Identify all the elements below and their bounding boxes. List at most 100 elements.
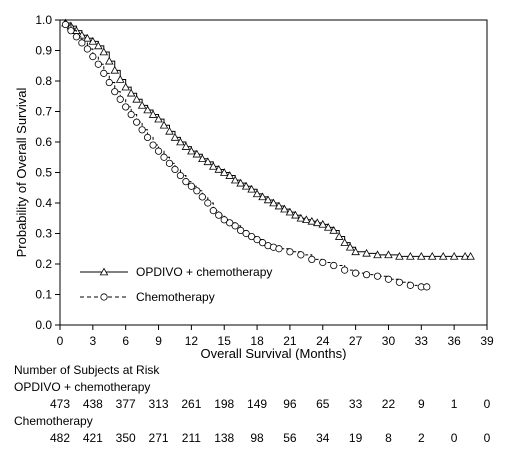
- censor-marker-chemo: [220, 216, 228, 224]
- legend-marker-opdivo: [99, 267, 109, 276]
- censor-marker-opdivo: [236, 178, 245, 187]
- risk-value: 438: [82, 397, 103, 411]
- censor-marker-chemo: [209, 207, 217, 215]
- censor-marker-opdivo: [88, 36, 98, 45]
- risk-value: 0: [483, 397, 491, 411]
- censor-marker-opdivo: [241, 181, 251, 190]
- censor-marker-opdivo: [427, 251, 437, 260]
- censor-marker-chemo: [78, 39, 86, 47]
- censor-marker-opdivo: [406, 251, 415, 260]
- censor-marker-opdivo: [274, 201, 284, 210]
- censor-marker-opdivo: [115, 75, 125, 83]
- censor-marker-chemo: [341, 266, 349, 274]
- censor-marker-chemo: [94, 60, 102, 68]
- censor-marker-chemo: [242, 229, 250, 238]
- censor-marker-chemo: [193, 187, 201, 195]
- x-tick-label: 30: [382, 334, 396, 348]
- risk-value: 421: [82, 431, 103, 445]
- y-tick-label: 0.2: [35, 257, 52, 271]
- censor-marker-chemo: [160, 153, 168, 161]
- censor-marker-opdivo: [334, 232, 344, 240]
- censor-marker-chemo: [122, 103, 130, 111]
- y-tick-label: 0.5: [35, 166, 52, 180]
- x-tick-label: 39: [480, 334, 494, 348]
- legend-label-chemo: Chemotherapy: [136, 290, 215, 304]
- risk-table-title: Number of Subjects at Risk: [14, 363, 160, 377]
- censor-marker-opdivo: [159, 120, 169, 129]
- risk-value: 149: [247, 397, 268, 411]
- censor-marker-chemo: [253, 236, 261, 244]
- censor-marker-chemo: [248, 232, 256, 241]
- censor-marker-opdivo: [198, 154, 207, 163]
- censor-marker-opdivo: [302, 215, 311, 224]
- censor-marker-chemo: [373, 272, 382, 280]
- y-tick-label: 0.7: [35, 105, 52, 119]
- censor-marker-opdivo: [176, 137, 185, 146]
- censor-marker-chemo: [215, 211, 223, 219]
- risk-value: 19: [348, 431, 363, 445]
- x-tick-label: 21: [283, 334, 297, 348]
- risk-value: 138: [214, 431, 235, 445]
- censor-marker-opdivo: [148, 110, 158, 118]
- censor-marker-opdivo: [94, 41, 103, 50]
- censor-marker-opdivo: [263, 195, 273, 204]
- censor-marker-opdivo: [269, 198, 278, 207]
- censor-marker-opdivo: [214, 165, 224, 173]
- y-tick-label: 0.0: [35, 318, 52, 332]
- risk-value: 211: [181, 431, 201, 445]
- risk-value: 473: [49, 397, 71, 411]
- x-tick-label: 3: [90, 334, 97, 348]
- x-tick-label: 6: [122, 334, 129, 348]
- censor-marker-opdivo: [83, 33, 92, 42]
- risk-value: 198: [214, 397, 235, 411]
- censor-marker-opdivo: [258, 192, 267, 201]
- censor-marker-opdivo: [219, 168, 229, 176]
- censor-marker-opdivo: [203, 157, 213, 166]
- censor-marker-chemo: [176, 171, 185, 180]
- risk-value: 313: [148, 397, 169, 411]
- risk-value: 482: [49, 431, 71, 445]
- censor-marker-opdivo: [110, 65, 120, 74]
- censor-marker-chemo: [138, 126, 146, 134]
- censor-marker-chemo: [61, 20, 70, 29]
- risk-value: 350: [115, 431, 136, 445]
- censor-marker-opdivo: [307, 216, 317, 225]
- censor-marker-chemo: [204, 199, 212, 207]
- censor-marker-chemo: [237, 226, 245, 235]
- x-tick-label: 36: [447, 334, 461, 348]
- censor-marker-chemo: [308, 255, 316, 264]
- censor-marker-opdivo: [170, 133, 180, 141]
- risk-value: 98: [250, 431, 264, 445]
- censor-marker-chemo: [171, 165, 179, 174]
- risk-value: 56: [283, 431, 297, 445]
- censor-marker-chemo: [198, 193, 206, 201]
- censor-marker-opdivo: [323, 222, 333, 231]
- censor-marker-chemo: [116, 95, 124, 103]
- censor-marker-opdivo: [126, 88, 136, 97]
- risk-value: 33: [348, 397, 363, 411]
- censor-marker-opdivo: [340, 238, 349, 246]
- censor-marker-opdivo: [121, 82, 130, 91]
- censor-marker-chemo: [67, 27, 75, 35]
- censor-marker-opdivo: [460, 251, 470, 260]
- censor-marker-chemo: [362, 271, 371, 279]
- censor-marker-chemo: [105, 78, 113, 87]
- censor-marker-chemo: [258, 239, 267, 247]
- censor-marker-opdivo: [466, 251, 475, 260]
- censor-marker-chemo: [275, 245, 283, 253]
- censor-marker-opdivo: [395, 251, 404, 260]
- y-tick-label: 0.8: [35, 74, 52, 88]
- series-line-chemo: [60, 19, 427, 288]
- y-axis-label: Probability of Overall Survival: [14, 87, 29, 257]
- censor-marker-opdivo: [252, 189, 262, 198]
- censor-marker-chemo: [423, 283, 431, 291]
- censor-marker-opdivo: [351, 247, 360, 256]
- risk-row-label-opdivo: OPDIVO + chemotherapy: [14, 380, 151, 394]
- y-tick-label: 0.9: [35, 44, 52, 58]
- x-tick-label: 24: [316, 334, 330, 348]
- x-tick-label: 15: [218, 334, 232, 348]
- x-tick-label: 9: [155, 334, 162, 348]
- risk-value: 377: [115, 397, 136, 411]
- censor-marker-opdivo: [296, 213, 306, 222]
- censor-marker-opdivo: [247, 184, 256, 193]
